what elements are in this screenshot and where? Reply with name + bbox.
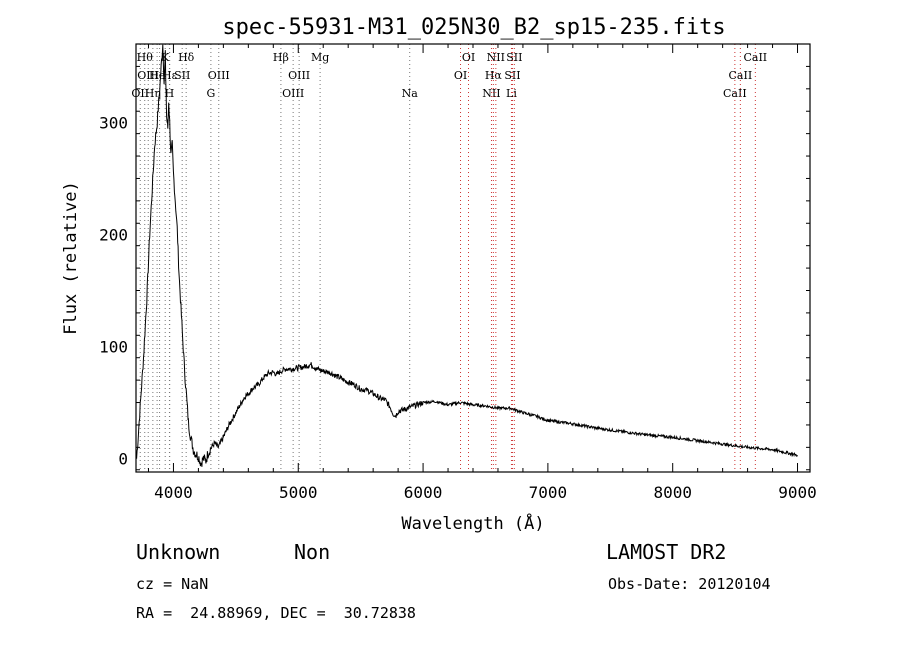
chart-title: spec-55931-M31_025N30_B2_sp15-235.fits (222, 15, 725, 40)
y-tick-label-100: 100 (99, 338, 128, 357)
line-label-7: H (165, 87, 175, 100)
spectrum-line (136, 44, 798, 467)
object-subclass: Non (294, 540, 331, 564)
survey-name: LAMOST DR2 (606, 540, 727, 564)
object-type: Unknown (136, 540, 221, 564)
line-label-14: OIII (282, 87, 304, 100)
line-label-16: Mg (311, 51, 329, 64)
x-axis-label: Wavelength (Å) (401, 512, 544, 534)
line-label-18: OI (454, 69, 467, 82)
line-label-25: SII (506, 51, 522, 64)
line-label-27: CaII (729, 69, 753, 82)
x-tick-label-7000: 7000 (529, 483, 568, 502)
y-tick-label-200: 200 (99, 225, 128, 244)
line-label-9: SII (174, 69, 190, 82)
line-label-19: OI (462, 51, 475, 64)
line-label-15: OIII (288, 69, 310, 82)
x-axis: 4000 5000 6000 7000 8000 9000 (147, 44, 817, 502)
x-tick-label-4000: 4000 (154, 483, 193, 502)
redshift-cz: cz = NaN (136, 575, 209, 593)
line-label-11: G (206, 87, 215, 100)
y-axis-label: Flux (relative) (61, 181, 81, 335)
line-label-21: Hα (485, 69, 503, 82)
line-label-24: Li (506, 87, 517, 100)
line-label-26: CaII (723, 87, 747, 100)
y-axis: 0 100 200 300 (99, 65, 810, 471)
x-tick-label-6000: 6000 (404, 483, 443, 502)
y-tick-label-0: 0 (118, 450, 128, 469)
line-label-20: NII (482, 87, 500, 100)
line-label-10: Hδ (178, 51, 195, 64)
observation-date: Obs-Date: 20120104 (608, 575, 771, 593)
x-tick-label-5000: 5000 (279, 483, 318, 502)
x-tick-label-9000: 9000 (778, 483, 817, 502)
line-marker-layer: OIIHθOIIIHηHeKHHεSIIHδGOIIIHβOIIIOIIIMgN… (131, 44, 767, 472)
line-label-12: OIII (208, 69, 230, 82)
line-label-28: CaII (743, 51, 767, 64)
line-label-2: OIII (137, 69, 159, 82)
y-tick-label-300: 300 (99, 113, 128, 132)
x-tick-label-8000: 8000 (653, 483, 692, 502)
line-label-22: NII (487, 51, 505, 64)
line-label-1: Hθ (137, 51, 154, 64)
line-label-17: Na (402, 87, 419, 100)
ra-dec-coordinates: RA = 24.88969, DEC = 30.72838 (136, 604, 416, 622)
line-label-23: SII (504, 69, 520, 82)
series-layer (136, 44, 798, 467)
line-label-13: Hβ (273, 51, 289, 64)
